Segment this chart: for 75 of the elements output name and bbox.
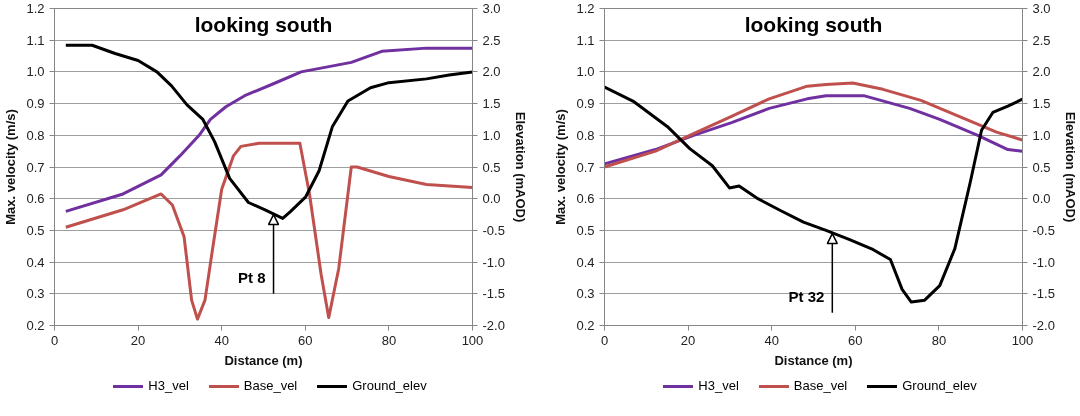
legend-label: Base_vel [242,377,298,396]
x-tick-label: 60 [298,332,313,348]
y-tick-label: 0.6 [26,191,45,207]
x-tick-label: 0 [50,332,59,348]
y2-tick-label: 0.5 [1032,159,1051,175]
line-series [604,85,1023,304]
y-axis-title: Max. velocity (m/s) [3,109,19,225]
y-tick-label: 0.7 [26,159,45,175]
y2-tick-label: 2.0 [1032,64,1051,80]
y-tick-label: 0.2 [26,318,45,333]
y-tick-label: 1.2 [26,1,45,16]
y-tick-label: 0.8 [26,127,45,143]
x-tick-label: 0 [600,332,609,348]
x-tick-label: 20 [680,332,696,348]
legend-label: Ground_elev [351,377,427,396]
y2-tick-label: -1.0 [1032,254,1055,270]
y2-tick-label: 3.0 [482,1,501,16]
y-tick-label: 1.1 [576,32,595,48]
chart-title: looking south [744,12,883,36]
y-tick-label: 0.5 [576,222,595,238]
y2-tick-label: 2.5 [482,32,501,48]
y2-tick-label: -2.0 [482,318,505,333]
x-tick-label: 40 [764,332,779,348]
legend-label: Ground_elev [901,377,977,396]
y2-tick-label: 1.5 [1032,96,1051,112]
x-tick-label: 40 [214,332,229,348]
y2-tick-label: -1.0 [482,254,505,270]
x-axis-title: Distance (m) [224,352,303,368]
x-tick-label: 80 [381,332,397,348]
x-tick-label: 100 [1011,332,1034,348]
y-tick-label: 0.3 [576,286,595,302]
y2-tick-label: -1.5 [482,286,505,302]
y2-tick-label: 0.0 [482,191,501,207]
y-tick-label: 0.4 [26,254,45,270]
y-tick-label: 0.9 [26,96,45,112]
y2-tick-label: -1.5 [1032,286,1055,302]
legend-label: Base_vel [792,377,848,396]
y-tick-label: 0.8 [576,127,595,143]
y-tick-label: 0.7 [576,159,595,175]
y-tick-label: 1.0 [26,64,45,80]
annotation: Pt 32 [788,288,825,306]
annotation: Pt 8 [238,269,266,287]
y2-tick-label: -2.0 [1032,318,1055,333]
y2-axis-title: Elevation (mAOD) [1062,111,1078,223]
legend-label: H3_vel [147,377,189,396]
x-axis-title: Distance (m) [774,352,853,368]
legend-label: H3_vel [697,377,739,396]
y-tick-label: 1.0 [576,64,595,80]
line-series [604,81,1023,169]
y2-tick-label: -0.5 [482,222,505,238]
y2-tick-label: 3.0 [1032,1,1051,16]
y-axis-title: Max. velocity (m/s) [553,109,569,225]
y2-tick-label: -0.5 [1032,222,1055,238]
y-tick-label: 0.6 [576,191,595,207]
x-tick-label: 60 [848,332,863,348]
line-series [64,141,473,321]
y-tick-label: 0.9 [576,96,595,112]
y-tick-label: 1.2 [576,1,595,16]
y2-tick-label: 1.0 [482,127,501,143]
x-tick-label: 100 [461,332,484,348]
y-tick-label: 0.5 [26,222,45,238]
chart-title: looking south [194,12,333,36]
y-tick-label: 0.3 [26,286,45,302]
y2-axis-title: Elevation (mAOD) [512,111,528,223]
y2-tick-label: 0.0 [1032,191,1051,207]
y-tick-label: 1.1 [26,32,45,48]
y2-tick-label: 0.5 [482,159,501,175]
y2-tick-label: 1.5 [482,96,501,112]
y2-tick-label: 1.0 [1032,127,1051,143]
y-tick-label: 0.2 [576,318,595,333]
y-tick-label: 0.4 [576,254,595,270]
x-tick-label: 20 [130,332,146,348]
x-tick-label: 80 [931,332,947,348]
y2-tick-label: 2.5 [1032,32,1051,48]
y2-tick-label: 2.0 [482,64,501,80]
